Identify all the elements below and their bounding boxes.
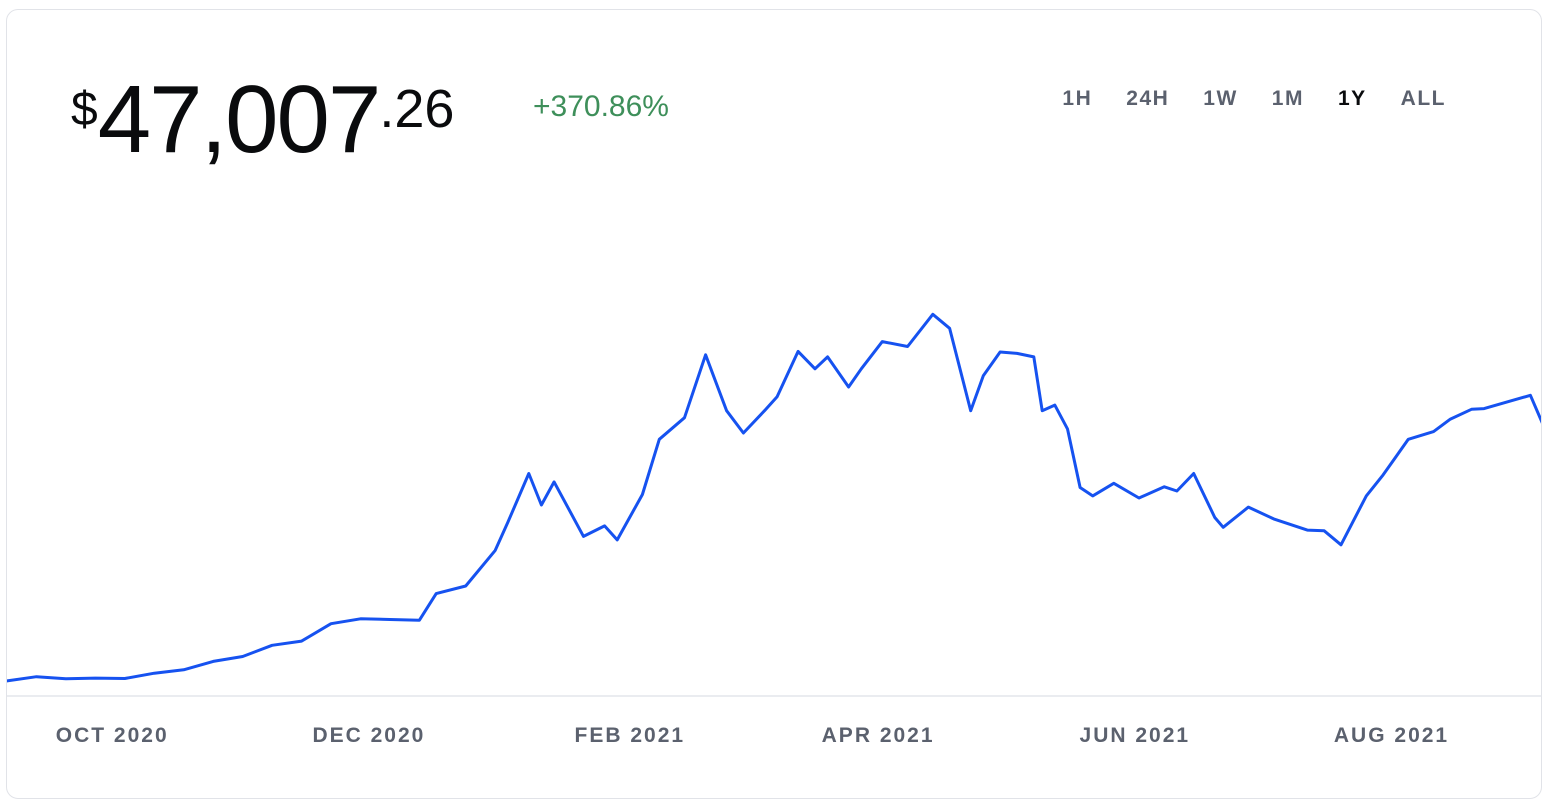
current-price: $47,007.26 [71,72,454,168]
price-fraction: .26 [379,79,455,139]
price-series-line [7,312,1541,683]
range-tab-1w[interactable]: 1W [1203,87,1238,110]
price-line-chart[interactable]: OCT 2020 DEC 2020 FEB 2021 APR 2021 JUN 2021… [7,10,1542,770]
range-tab-1h[interactable]: 1H [1062,87,1093,110]
range-tab-1m[interactable]: 1M [1271,87,1304,110]
price-chart-card: $47,007.26 +370.86% 1H 24H 1W 1M 1Y ALL … [6,9,1542,799]
price-change-percent: +370.86% [533,90,669,123]
range-tab-24h[interactable]: 24H [1126,87,1170,110]
time-range-selector: 1H 24H 1W 1M 1Y ALL [1045,86,1463,112]
x-tick-label: JUN 2021 [1080,724,1191,747]
range-tab-1y[interactable]: 1Y [1337,87,1367,110]
range-tab-all[interactable]: ALL [1400,87,1446,110]
price-currency-symbol: $ [71,83,98,136]
x-tick-label: DEC 2020 [312,724,425,747]
x-tick-label: APR 2021 [822,724,935,747]
price-whole: 47,007 [97,66,382,173]
x-tick-label: FEB 2021 [575,724,686,747]
x-tick-label: OCT 2020 [56,724,169,747]
x-tick-label: AUG 2021 [1334,724,1449,747]
